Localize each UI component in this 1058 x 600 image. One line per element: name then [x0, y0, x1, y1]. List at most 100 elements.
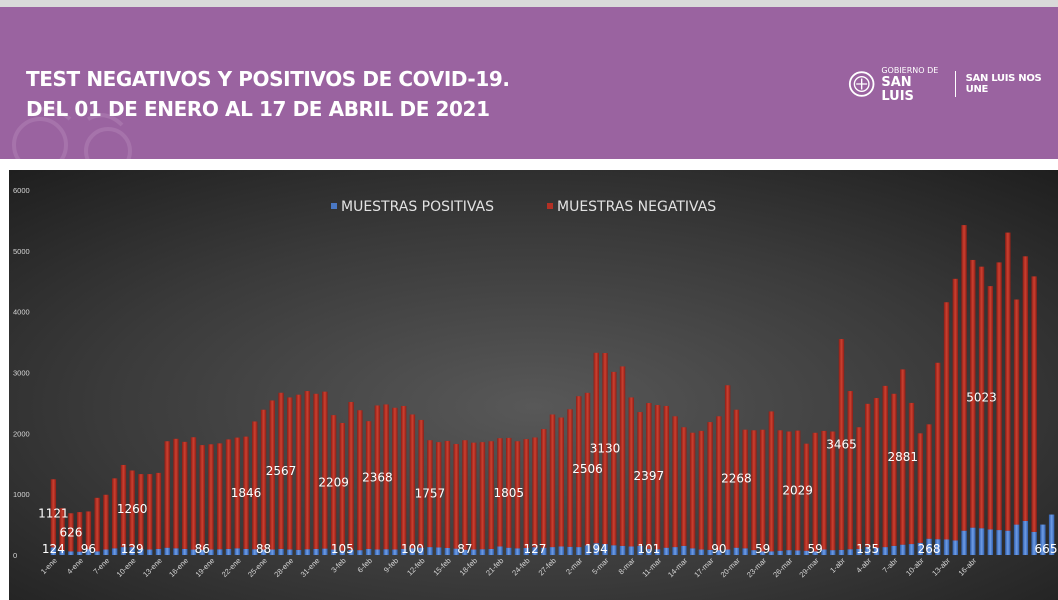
bar-positive [821, 549, 827, 555]
bar-positive [365, 548, 372, 555]
bar-negative [847, 391, 853, 550]
bar-positive [996, 530, 1002, 555]
bar-negative [217, 443, 223, 550]
bar-negative [908, 402, 915, 545]
bar-positive [488, 548, 494, 555]
bar-positive [759, 551, 766, 555]
bar-positive [322, 548, 328, 555]
bar-negative [838, 339, 845, 550]
bar-positive [987, 529, 994, 555]
data-label-negative: 5023 [966, 390, 997, 404]
bar-negative [900, 369, 906, 545]
bar-negative [68, 513, 74, 552]
bar-positive [733, 547, 740, 555]
page-title: TEST NEGATIVOS Y POSITIVOS DE COVID-19. … [26, 64, 510, 124]
data-label-negative: 2209 [318, 475, 349, 489]
bar-negative [821, 430, 827, 550]
bar-negative [987, 286, 994, 530]
bar-negative [970, 259, 976, 528]
bar-positive [829, 550, 836, 555]
bar-positive [611, 545, 617, 555]
bar-negative [94, 497, 100, 552]
bar-positive [1040, 524, 1046, 555]
bar-positive [838, 549, 845, 555]
bar-positive [567, 546, 573, 555]
data-label-positive: 59 [808, 542, 823, 556]
bar-negative [348, 402, 354, 550]
y-tick-label: 3000 [13, 369, 30, 378]
bar-negative [199, 445, 205, 550]
bar-negative [208, 444, 214, 550]
data-label-negative: 2029 [782, 484, 813, 498]
bar-negative [374, 405, 381, 550]
bar-negative [637, 412, 643, 546]
data-label-negative: 1260 [117, 502, 148, 516]
bar-positive [584, 545, 591, 555]
bar-positive [751, 550, 757, 555]
data-label-negative: 1846 [231, 486, 262, 500]
data-label-positive: 87 [457, 542, 472, 556]
bar-positive [663, 547, 670, 555]
bar-positive [85, 549, 92, 555]
bar-negative [85, 511, 92, 550]
bar-negative [978, 266, 985, 529]
bar-negative [567, 409, 573, 547]
bar-positive [532, 547, 538, 555]
bar-negative [470, 442, 477, 550]
bar-positive [681, 545, 687, 556]
title-line-2: DEL 01 DE ENERO AL 17 DE ABRIL DE 2021 [26, 97, 490, 121]
bar-negative [111, 478, 118, 549]
data-label-positive: 59 [755, 542, 770, 556]
data-label-negative: 4203 [1027, 170, 1058, 173]
bar-positive [304, 549, 311, 555]
bar-positive [917, 542, 923, 555]
bar-positive [173, 548, 179, 555]
top-strip [0, 0, 1058, 7]
bar-negative [584, 392, 591, 546]
bar-positive [794, 550, 801, 555]
y-tick-label: 4000 [13, 308, 30, 317]
bar-positive [952, 540, 959, 555]
brand-divider [954, 71, 956, 97]
bar-negative [759, 429, 766, 552]
data-label-positive: 127 [524, 542, 547, 556]
bar-negative [1022, 256, 1029, 521]
bar-negative [1013, 299, 1020, 525]
data-label-positive: 105 [331, 542, 354, 556]
bar-negative [357, 410, 363, 551]
bar-negative [996, 262, 1002, 531]
brand-name: SAN LUIS [881, 74, 914, 104]
brand-slogan: SAN LUIS NOS UNE [965, 73, 1042, 95]
bar-positive [1048, 514, 1055, 555]
bar-positive [120, 547, 127, 555]
bar-positive [295, 549, 302, 555]
bar-negative [497, 438, 503, 547]
stacked-bar-chart: MUESTRAS POSITIVAS MUESTRAS NEGATIVAS 0 10… [9, 170, 1058, 600]
bar-negative [103, 494, 109, 550]
bar-negative [479, 442, 486, 550]
bar-negative [295, 394, 302, 550]
bar-negative [829, 431, 836, 551]
bar-negative [716, 416, 722, 551]
bar-negative [646, 403, 652, 549]
bar-positive [935, 539, 941, 555]
title-line-1: TEST NEGATIVOS Y POSITIVOS DE COVID-19. [26, 67, 510, 91]
data-label-negative: 1121 [38, 506, 69, 520]
bar-positive [234, 548, 240, 555]
data-label-positive: 665 [1035, 542, 1058, 556]
bar-positive [155, 548, 162, 555]
bar-positive [111, 548, 118, 555]
data-label-negative: 3465 [826, 437, 857, 451]
bar-negative [339, 422, 346, 551]
data-label-positive: 88 [256, 542, 271, 556]
bar-negative [243, 436, 249, 549]
bar-negative [611, 371, 617, 546]
legend-label-negative: MUESTRAS NEGATIVAS [557, 199, 716, 215]
bar-negative [392, 407, 398, 550]
bar-positive [453, 548, 459, 555]
y-tick-label: 5000 [13, 247, 30, 256]
bar-positive [339, 550, 346, 555]
bar-negative [444, 440, 451, 549]
bar-positive [94, 551, 100, 555]
bar-negative [322, 391, 328, 549]
